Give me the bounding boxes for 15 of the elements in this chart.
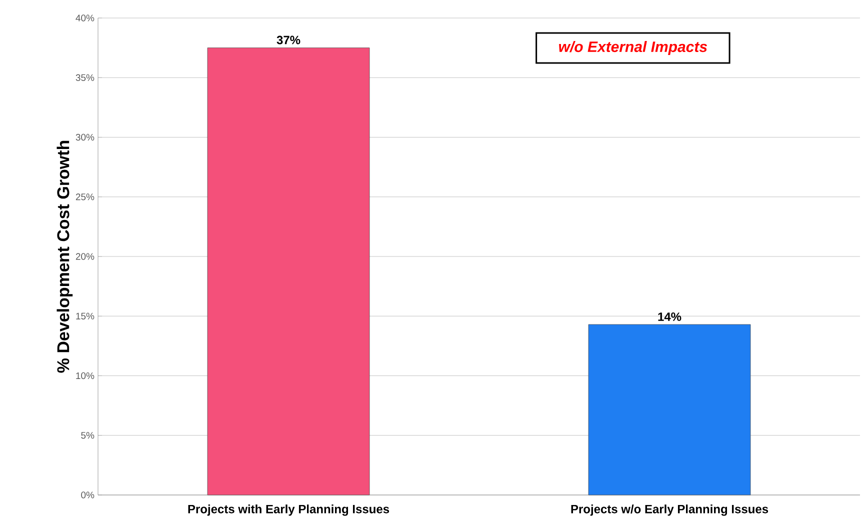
y-tick-label: 15% (76, 312, 94, 320)
y-tick-label: 40% (76, 14, 94, 22)
x-tick-label: Projects w/o Early Planning Issues (571, 504, 768, 516)
data-label: 37% (276, 36, 300, 44)
y-tick-label: 10% (76, 372, 94, 380)
annotation: w/o External Impacts (559, 41, 708, 56)
y-tick-label: 0% (81, 492, 94, 498)
x-tick-label: Projects with Early Planning Issues (188, 504, 390, 516)
y-tick-label: 30% (76, 134, 94, 141)
y-tick-label: 5% (81, 432, 94, 439)
y-tick-label: 35% (76, 74, 94, 81)
y-tick-label: 20% (76, 253, 94, 260)
y-axis-title: % Development Cost Growth (56, 140, 73, 373)
y-tick-label: 25% (76, 194, 94, 200)
data-label: 14% (658, 312, 682, 321)
